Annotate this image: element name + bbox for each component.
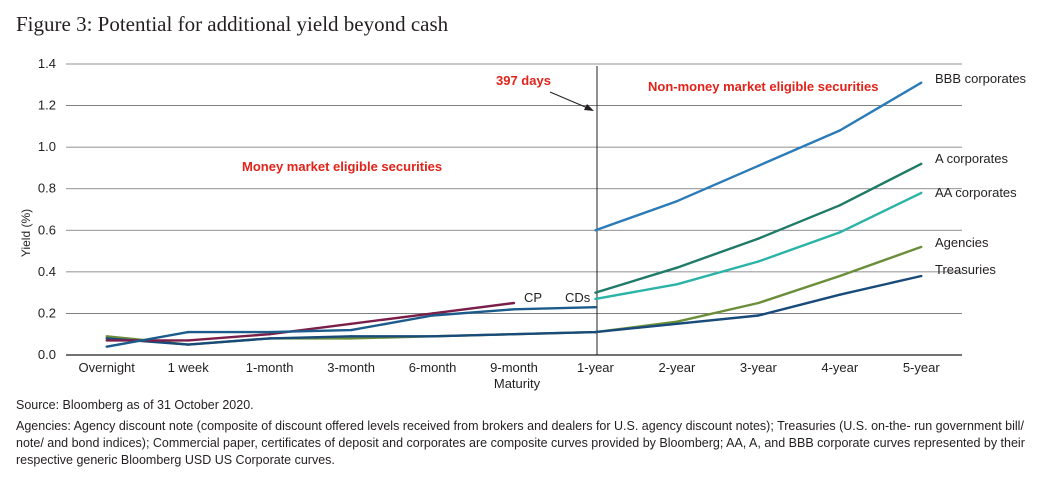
- data-point-treasuries: [105, 337, 108, 340]
- data-point-treasuries: [757, 314, 760, 317]
- data-point-cds: [186, 330, 190, 334]
- data-point-aa-corporates: [920, 191, 923, 195]
- y-tick-label: 0.6: [38, 222, 56, 237]
- x-tick-label: 3-month: [327, 360, 375, 375]
- data-point-bbb-corporates: [757, 164, 760, 168]
- data-point-cds: [512, 308, 516, 311]
- data-point-agencies: [105, 335, 108, 338]
- data-point-bbb-corporates: [838, 129, 842, 132]
- data-point-cp: [349, 322, 353, 326]
- data-point-treasuries: [431, 335, 434, 338]
- data-point-bbb-corporates: [594, 229, 597, 232]
- figure-title: Figure 3: Potential for additional yield…: [16, 12, 449, 36]
- divider-label: 397 days: [496, 73, 551, 88]
- series-line-a-corporates: [595, 162, 922, 294]
- x-tick-label: 3-year: [740, 360, 778, 375]
- series-line-agencies: [106, 245, 922, 346]
- data-point-agencies: [920, 245, 923, 249]
- series-label-cds: CDs: [565, 290, 591, 305]
- data-point-treasuries: [675, 322, 679, 326]
- annotation-money-market: Money market eligible securities: [242, 159, 442, 174]
- data-point-treasuries: [268, 337, 271, 340]
- series-label-treasuries: Treasuries: [935, 262, 996, 277]
- footnote: Agencies: Agency discount note (composit…: [16, 419, 1025, 467]
- x-tick-label: 6-month: [409, 360, 457, 375]
- series-label-aa-corporates: AA corporates: [935, 185, 1017, 200]
- data-point-cp: [186, 339, 190, 342]
- data-point-cp: [512, 301, 516, 305]
- data-point-cds: [268, 330, 271, 334]
- data-point-treasuries: [186, 343, 190, 346]
- data-point-cp: [431, 312, 434, 315]
- y-tick-label: 0.2: [38, 305, 56, 320]
- data-point-treasuries: [349, 335, 353, 338]
- x-tick-label: 9-month: [490, 360, 538, 375]
- series-label-cp: CP: [524, 290, 542, 305]
- data-point-agencies: [349, 337, 353, 340]
- line-chart: 0.0 0.2 0.4 0.6 0.8 1.0 1.2 1.4 Overnight 1 week…: [19, 56, 1027, 391]
- series-lines: [105, 81, 923, 348]
- data-point-cp: [105, 339, 108, 342]
- data-point-aa-corporates: [594, 297, 597, 301]
- gridlines: [66, 63, 962, 356]
- x-tick-label: 1 week: [168, 360, 210, 375]
- data-point-treasuries: [838, 293, 842, 296]
- divider-arrow: [549, 91, 594, 111]
- annotation-non-money-market: Non-money market eligible securities: [648, 79, 878, 94]
- y-axis-ticks: 0.0 0.2 0.4 0.6 0.8 1.0 1.2 1.4: [38, 56, 56, 362]
- series-line-bbb-corporates: [595, 81, 922, 232]
- series-line-aa-corporates: [595, 191, 922, 301]
- y-axis-title: Yield (%): [19, 209, 33, 257]
- data-point-cds: [594, 305, 597, 309]
- series-label-a-corporates: A corporates: [935, 151, 1008, 166]
- x-tick-label: Overnight: [79, 360, 136, 375]
- y-tick-label: 0.8: [38, 181, 56, 196]
- data-point-bbb-corporates: [920, 81, 923, 84]
- data-point-treasuries: [594, 330, 597, 334]
- data-point-aa-corporates: [675, 283, 679, 286]
- data-point-a-corporates: [757, 237, 760, 240]
- x-tick-label: 1-year: [577, 360, 615, 375]
- data-point-bbb-corporates: [675, 199, 679, 203]
- x-axis-ticks: Overnight 1 week 1-month 3-month 6-month 9-mo…: [79, 360, 941, 375]
- data-point-agencies: [838, 274, 842, 278]
- x-tick-label: 5-year: [903, 360, 941, 375]
- data-point-a-corporates: [594, 291, 597, 294]
- source-note: Source: Bloomberg as of 31 October 2020.: [16, 398, 254, 412]
- data-point-a-corporates: [675, 266, 679, 269]
- y-tick-label: 0.0: [38, 347, 56, 362]
- x-tick-label: 2-year: [658, 360, 696, 375]
- series-label-bbb-corporates: BBB corporates: [935, 71, 1027, 86]
- data-point-treasuries: [512, 333, 516, 336]
- data-point-a-corporates: [838, 204, 842, 207]
- data-point-agencies: [757, 301, 760, 305]
- y-tick-label: 1.4: [38, 56, 56, 71]
- x-axis-title: Maturity: [494, 376, 541, 391]
- data-point-cds: [349, 328, 353, 332]
- data-point-cp: [268, 333, 271, 336]
- series-labels: BBB corporates A corporates AA corporates A…: [524, 71, 1027, 305]
- series-label-agencies: Agencies: [935, 235, 989, 250]
- data-point-agencies: [675, 320, 679, 323]
- y-tick-label: 1.2: [38, 98, 56, 113]
- y-tick-label: 0.4: [38, 264, 56, 279]
- x-tick-label: 1-month: [246, 360, 294, 375]
- x-tick-label: 4-year: [821, 360, 859, 375]
- data-point-a-corporates: [920, 162, 923, 165]
- data-point-aa-corporates: [838, 231, 842, 234]
- data-point-cds: [431, 314, 434, 317]
- data-point-treasuries: [920, 274, 923, 278]
- y-tick-label: 1.0: [38, 139, 56, 154]
- data-point-cds: [105, 345, 108, 348]
- series-line-cp: [106, 301, 515, 342]
- data-point-aa-corporates: [757, 260, 760, 263]
